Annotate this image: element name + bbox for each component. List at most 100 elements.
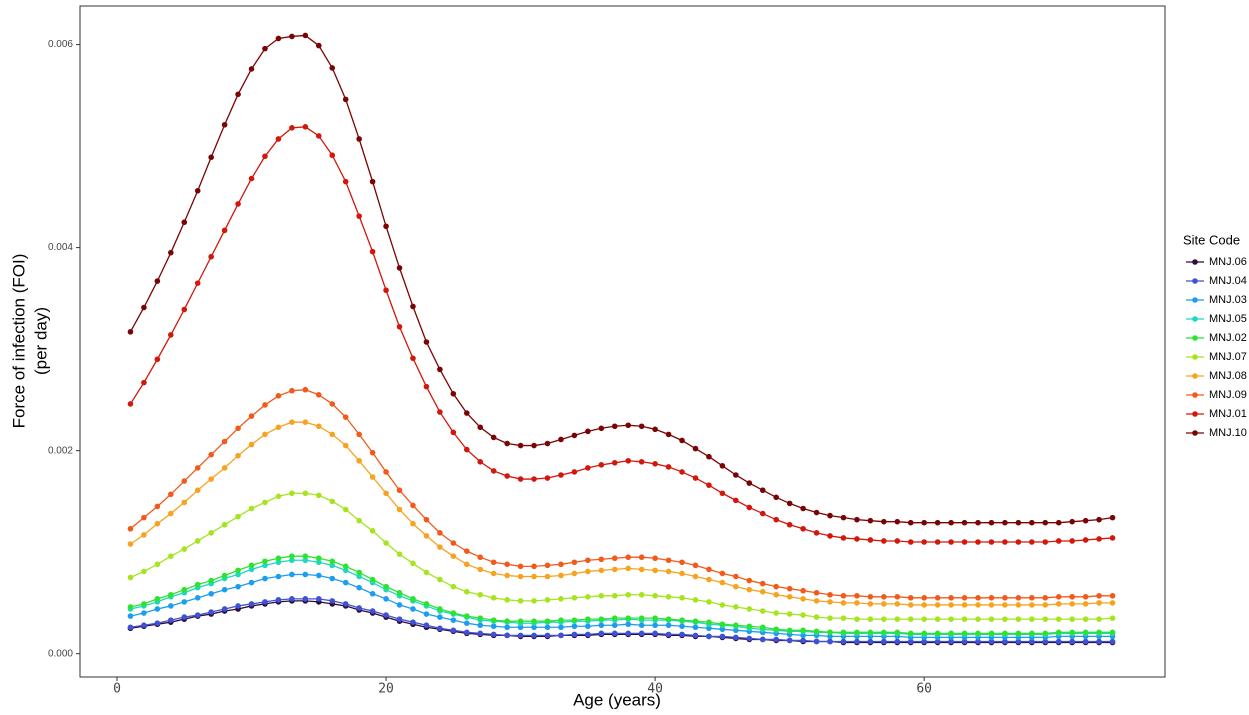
- data-point: [208, 476, 214, 482]
- data-point: [235, 91, 241, 98]
- data-point: [786, 611, 793, 617]
- data-point: [423, 601, 430, 607]
- data-point: [1055, 601, 1062, 607]
- data-point: [1042, 595, 1049, 601]
- data-point: [1002, 539, 1008, 545]
- data-point: [1069, 518, 1075, 525]
- data-point: [181, 478, 188, 484]
- data-point: [383, 596, 389, 602]
- legend-label: MNJ.01: [1209, 408, 1247, 420]
- x-tick-label: 40: [647, 682, 663, 697]
- data-point: [423, 516, 430, 523]
- data-point: [625, 630, 632, 637]
- data-point: [194, 538, 201, 544]
- data-point: [1055, 519, 1062, 526]
- data-point: [948, 595, 954, 601]
- data-point: [840, 535, 847, 541]
- data-point: [504, 618, 510, 624]
- data-point: [154, 606, 161, 612]
- legend-swatch: [1192, 354, 1198, 360]
- data-point: [154, 278, 161, 284]
- data-point: [558, 572, 564, 579]
- data-point: [141, 379, 147, 386]
- data-point: [423, 622, 430, 629]
- data-point: [168, 603, 174, 609]
- series: [127, 596, 1116, 645]
- data-point: [504, 440, 510, 447]
- data-point: [463, 620, 470, 626]
- data-point: [975, 630, 981, 637]
- data-point: [463, 629, 470, 636]
- data-point: [733, 583, 739, 590]
- data-point: [800, 637, 806, 644]
- data-point: [437, 409, 443, 415]
- data-point: [988, 616, 995, 622]
- data-point: [975, 638, 981, 645]
- data-point: [706, 566, 712, 573]
- data-point: [894, 638, 901, 645]
- data-point: [477, 566, 484, 573]
- legend-label: MNJ.09: [1209, 389, 1247, 401]
- data-point: [342, 414, 349, 420]
- data-point: [881, 629, 887, 636]
- data-point: [1096, 592, 1102, 599]
- data-point: [867, 638, 874, 645]
- data-point: [504, 473, 510, 479]
- data-point: [383, 490, 389, 497]
- data-point: [638, 458, 645, 465]
- data-point: [665, 568, 672, 575]
- data-point: [194, 465, 201, 471]
- series: [127, 32, 1116, 526]
- data-point: [638, 591, 645, 598]
- data-point: [396, 265, 403, 271]
- data-point: [611, 622, 618, 629]
- data-point: [1055, 629, 1062, 636]
- data-point: [827, 599, 833, 605]
- data-point: [961, 539, 968, 545]
- data-point: [450, 617, 457, 623]
- data-point: [759, 636, 766, 643]
- data-point: [1109, 629, 1116, 636]
- data-point: [719, 621, 726, 628]
- data-point: [127, 329, 134, 335]
- data-point: [988, 602, 995, 608]
- data-point: [369, 474, 376, 480]
- data-point: [719, 570, 726, 577]
- data-point: [907, 539, 914, 545]
- data-point: [733, 622, 739, 629]
- data-point: [181, 599, 188, 605]
- data-point: [611, 615, 618, 621]
- data-point: [934, 638, 941, 645]
- legend-label: MNJ.06: [1209, 256, 1247, 268]
- data-point: [383, 469, 389, 475]
- data-point: [988, 595, 995, 601]
- data-point: [679, 595, 685, 601]
- legend-swatch: [1192, 278, 1198, 284]
- data-point: [625, 565, 632, 572]
- data-point: [558, 624, 564, 631]
- data-point: [302, 490, 309, 497]
- data-point: [894, 616, 901, 622]
- data-point: [1002, 638, 1008, 645]
- data-point: [289, 419, 295, 426]
- data-point: [1069, 538, 1075, 544]
- data-point: [490, 570, 497, 577]
- data-point: [275, 493, 282, 500]
- data-point: [396, 589, 403, 596]
- data-point: [275, 424, 282, 431]
- data-point: [585, 594, 591, 600]
- data-point: [894, 594, 901, 600]
- data-point: [988, 539, 995, 545]
- data-point: [450, 429, 457, 436]
- data-point: [611, 566, 618, 573]
- data-point: [1015, 519, 1022, 526]
- x-tick-label: 60: [916, 682, 932, 697]
- data-point: [840, 638, 847, 645]
- data-point: [531, 618, 537, 624]
- data-point: [759, 580, 766, 587]
- data-point: [706, 625, 712, 632]
- data-point: [356, 569, 362, 576]
- data-point: [262, 575, 268, 582]
- data-point: [854, 600, 860, 606]
- data-point: [168, 510, 174, 517]
